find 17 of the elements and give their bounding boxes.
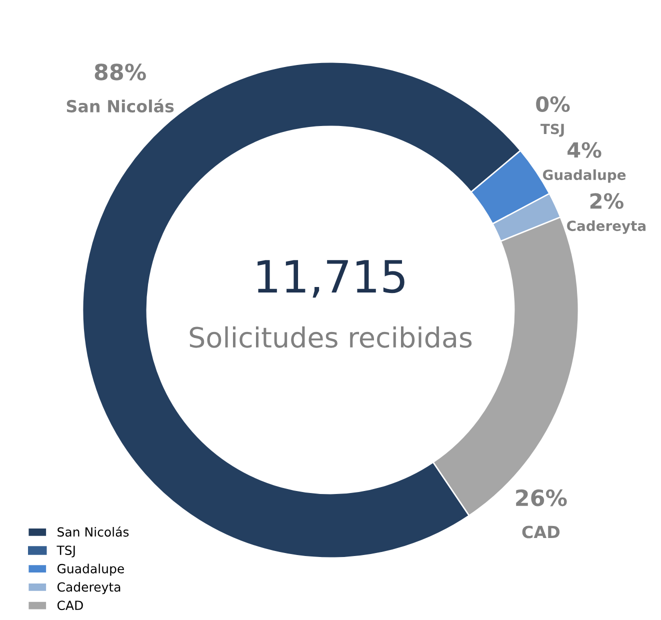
slice-label: Guadalupe	[542, 169, 626, 183]
legend-label: CAD	[57, 600, 83, 610]
legend-label: TSJ	[56, 546, 75, 558]
data-label: 88%	[94, 64, 146, 80]
data-label: 4%	[568, 142, 602, 158]
data-label: 26%	[516, 489, 567, 506]
legend-label: Guadalupe	[57, 564, 124, 576]
slice-label: Cadereyta	[567, 220, 646, 234]
slice-label: CAD	[522, 526, 560, 538]
category-label: TSJ	[540, 124, 564, 137]
text: 0%	[536, 96, 570, 112]
data-label: 2%	[590, 193, 624, 209]
legend-label: Cadereyta	[57, 582, 120, 594]
text: Solicitudes recibidas	[190, 326, 472, 348]
text: 11,715	[258, 260, 404, 298]
legend-label: San Nicolás	[58, 526, 129, 537]
slice-label: San Nicolás	[66, 98, 174, 112]
